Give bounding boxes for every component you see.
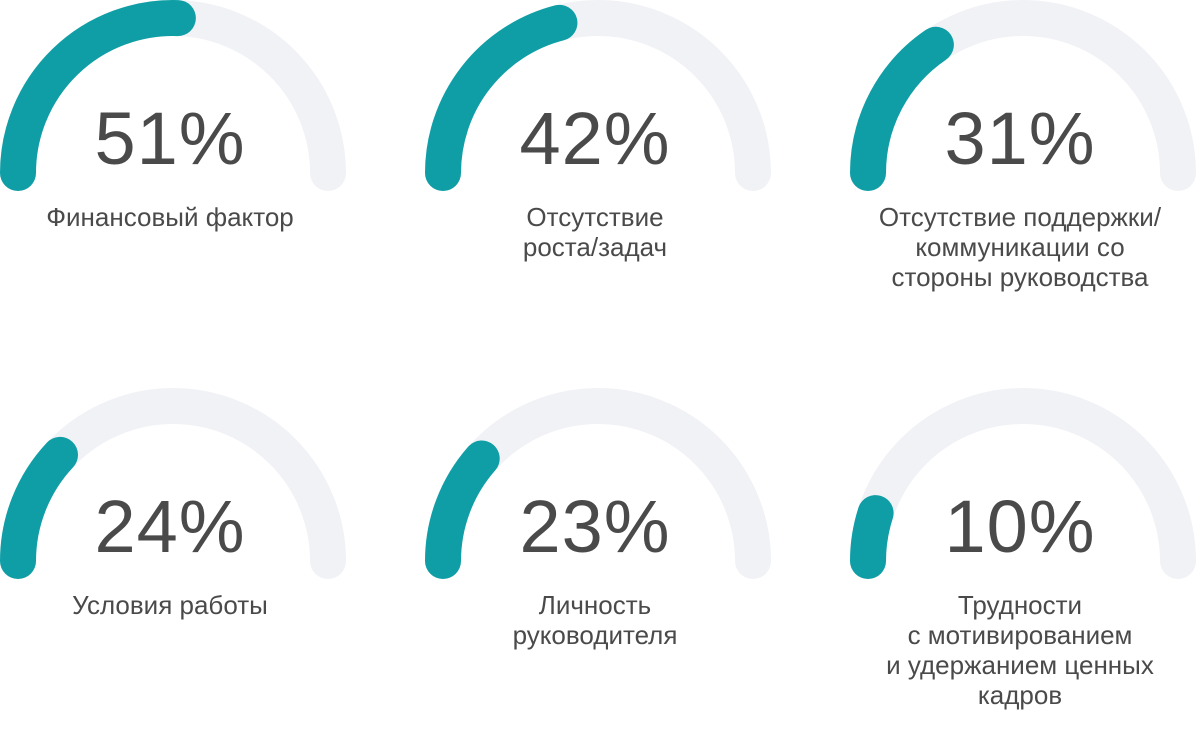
gauge-value: 24%: [94, 485, 246, 568]
gauge-track: [850, 388, 1196, 579]
gauge-label: Трудности с мотивированием и удержанием …: [886, 590, 1154, 710]
gauge-arc: [425, 388, 771, 579]
gauge-arc: [850, 388, 1196, 579]
gauge-manager-personality: 23% Личность руководителя: [425, 388, 785, 748]
gauge-fill: [425, 440, 500, 579]
gauge-value: 31%: [944, 97, 1096, 180]
gauge-fill: [0, 436, 79, 579]
gauge-fill: [0, 0, 196, 191]
gauge-no-growth: 42% Отсутствие роста/задач: [425, 0, 785, 360]
gauge-arc: [0, 0, 346, 191]
gauge-value: 23%: [519, 485, 671, 568]
gauge-value: 42%: [519, 97, 671, 180]
gauge-label: Личность руководителя: [512, 590, 678, 650]
gauge-label: Финансовый фактор: [46, 202, 294, 232]
gauge-value: 10%: [944, 485, 1096, 568]
gauge-fill: [850, 26, 954, 191]
gauge-label: Условия работы: [72, 590, 268, 620]
gauge-work-conditions: 24% Условия работы: [0, 388, 360, 748]
gauge-fill: [425, 4, 578, 191]
gauge-label: Отсутствие роста/задач: [522, 202, 668, 262]
gauge-arc: [425, 0, 771, 191]
gauge-value: 51%: [94, 97, 246, 180]
gauge-arc: [850, 0, 1196, 191]
gauge-fill: [850, 495, 894, 579]
gauge-arc: [0, 388, 346, 579]
gauge-no-support: 31% Отсутствие поддержки/ коммуникации с…: [850, 0, 1200, 360]
gauge-financial: 51% Финансовый фактор: [0, 0, 360, 360]
gauge-motivation: 10% Трудности с мотивированием и удержан…: [850, 388, 1200, 748]
gauge-label: Отсутствие поддержки/ коммуникации со ст…: [878, 202, 1162, 292]
